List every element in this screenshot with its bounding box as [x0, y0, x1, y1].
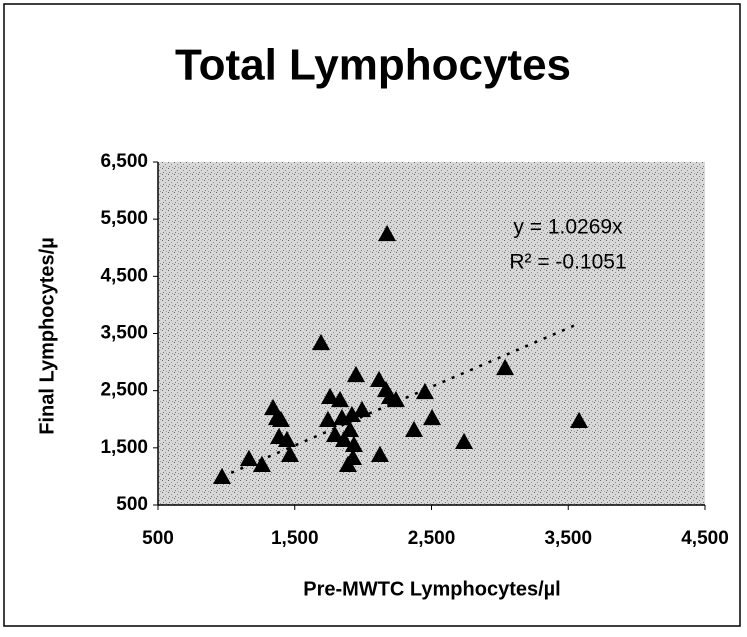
y-tick-label: 3,500: [100, 323, 148, 344]
chart-title: Total Lymphocytes: [175, 41, 571, 90]
point: [342, 405, 361, 423]
point: [318, 410, 337, 428]
point: [340, 420, 359, 438]
point: [344, 448, 363, 466]
point: [423, 408, 442, 426]
point: [570, 411, 589, 429]
plot-area: [158, 162, 705, 505]
x-tick-label: 500: [142, 528, 174, 549]
x-tick-label: 1,500: [271, 528, 319, 549]
trendline-equation: y = 1.0269x: [513, 216, 623, 239]
point: [369, 370, 388, 388]
point: [271, 410, 290, 428]
y-tick-label: 2,500: [100, 380, 148, 401]
point: [404, 420, 423, 438]
point: [415, 382, 434, 400]
x-tick-label: 2,500: [408, 528, 456, 549]
y-tick-label: 1,500: [100, 437, 148, 458]
point: [347, 365, 366, 383]
y-axis-label: Final Lymphocytes/µ: [36, 237, 58, 435]
point: [212, 467, 231, 485]
x-axis-label: Pre-MWTC Lymphocytes/µl: [303, 578, 560, 600]
y-tick-label: 5,500: [100, 208, 148, 229]
point: [239, 449, 258, 467]
point: [344, 435, 363, 453]
point: [325, 425, 344, 443]
y-tick-label: 4,500: [100, 265, 148, 286]
trendline-r2: R² = -0.1051: [509, 251, 626, 274]
point: [370, 445, 389, 463]
point: [321, 387, 340, 405]
point: [378, 224, 397, 242]
point: [496, 358, 515, 376]
point: [252, 455, 271, 473]
point: [334, 430, 353, 448]
y-tick-label: 500: [116, 494, 148, 515]
point: [331, 390, 350, 408]
point: [277, 430, 296, 448]
x-tick-label: 4,500: [681, 528, 729, 549]
point: [353, 400, 372, 418]
x-tick-label: 3,500: [544, 528, 592, 549]
point: [455, 432, 474, 450]
point: [280, 445, 299, 463]
y-tick-label: 6,500: [100, 151, 148, 172]
point: [312, 333, 331, 351]
point: [386, 390, 405, 408]
